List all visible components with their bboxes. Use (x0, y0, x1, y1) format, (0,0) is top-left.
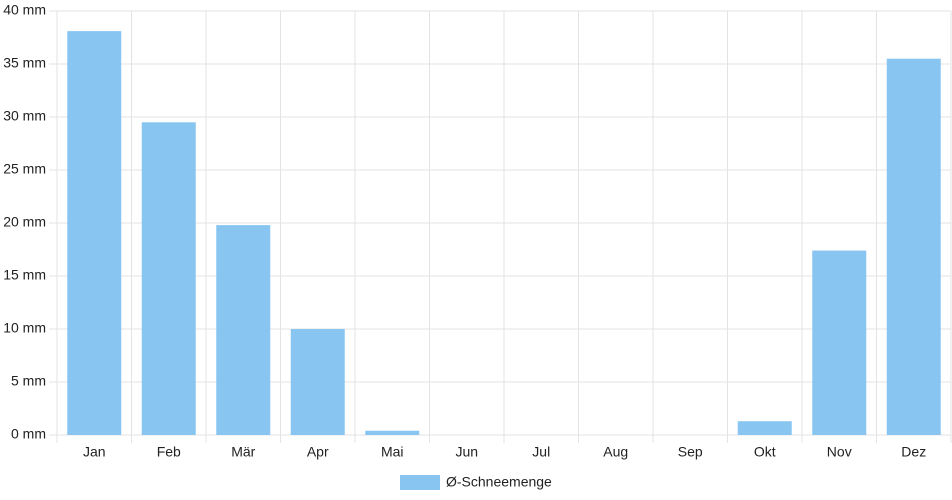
x-tick-label: Nov (827, 444, 852, 460)
x-tick-label: Mär (231, 444, 255, 460)
y-tick-label: 10 mm (3, 320, 46, 336)
bar (886, 58, 941, 435)
bar (737, 421, 792, 435)
y-tick-label: 30 mm (3, 108, 46, 124)
x-tick-label: Mai (381, 444, 404, 460)
y-tick-label: 15 mm (3, 267, 46, 283)
bar (141, 122, 196, 436)
y-tick-label: 35 mm (3, 55, 46, 71)
x-tick-label: Sep (678, 444, 703, 460)
y-tick-label: 40 mm (3, 2, 46, 18)
y-tick-label: 5 mm (11, 373, 46, 389)
bar (67, 31, 122, 435)
x-tick-label: Jan (83, 444, 106, 460)
x-tick-label: Jul (532, 444, 550, 460)
x-tick-label: Jun (455, 444, 478, 460)
y-tick-label: 0 mm (11, 426, 46, 442)
x-tick-label: Apr (307, 444, 329, 460)
y-tick-label: 20 mm (3, 214, 46, 230)
bar (365, 430, 420, 435)
bar (290, 329, 345, 435)
legend-label: Ø-Schneemenge (446, 474, 552, 490)
x-tick-label: Feb (157, 444, 181, 460)
y-tick-label: 25 mm (3, 161, 46, 177)
bar (216, 225, 271, 435)
bar (812, 250, 867, 435)
legend-swatch (400, 475, 440, 490)
x-tick-label: Aug (603, 444, 628, 460)
x-tick-label: Dez (901, 444, 926, 460)
x-tick-label: Okt (754, 444, 776, 460)
